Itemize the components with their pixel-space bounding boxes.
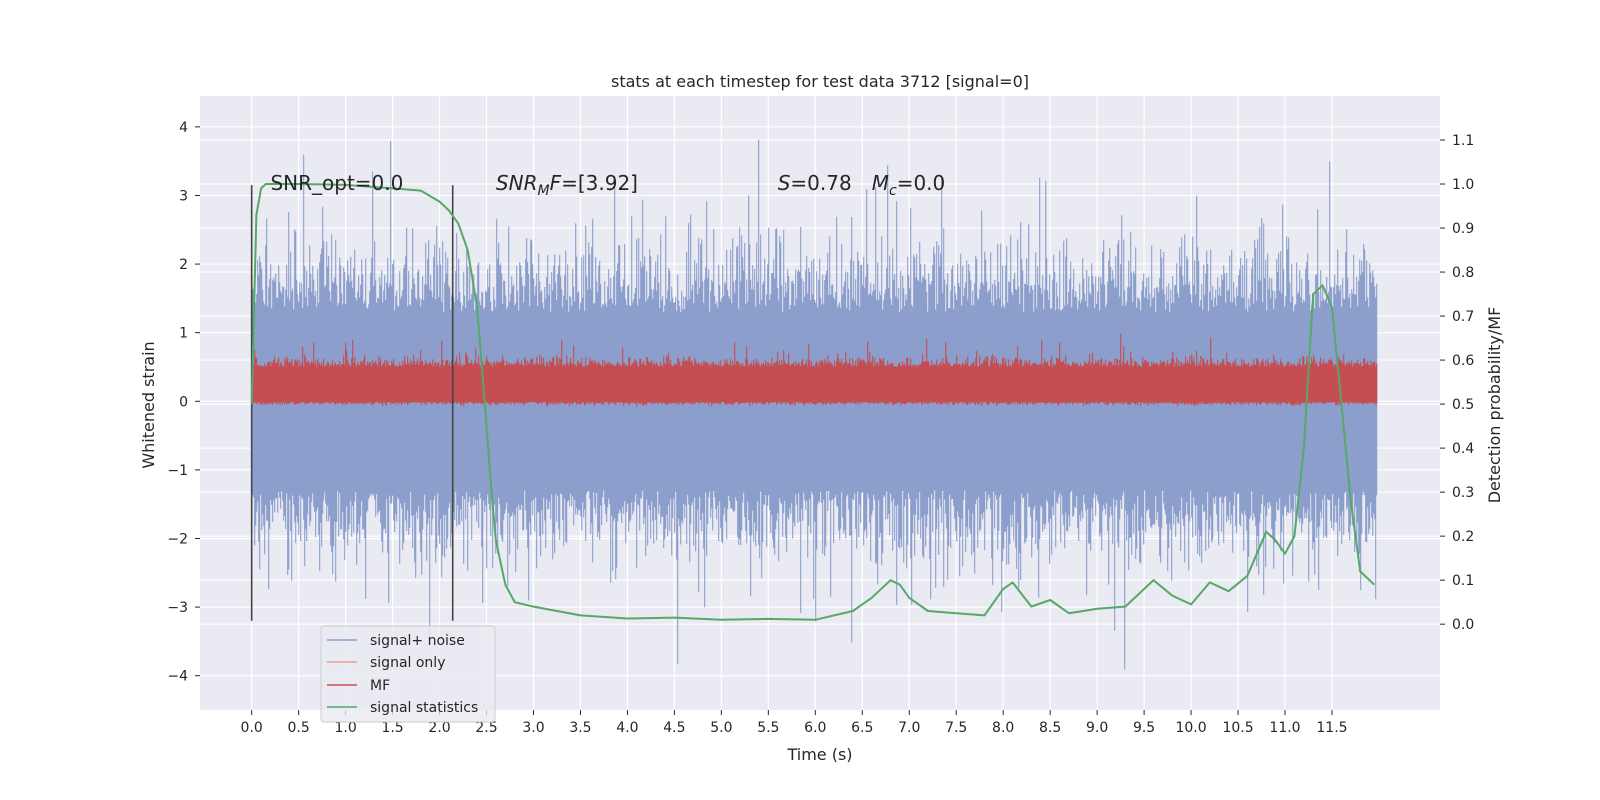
legend-label-signal-statistics: signal statistics <box>370 700 478 716</box>
y-right-tick-label: 0.9 <box>1452 221 1474 237</box>
annotation-snr-mf: SNRMF=[3.92] <box>496 171 638 199</box>
y-right-tick-label: 1.1 <box>1452 133 1474 149</box>
x-tick-label: 10.5 <box>1222 720 1253 736</box>
y-left-tick-label: −1 <box>167 463 188 479</box>
y-right-tick-label: 0.4 <box>1452 441 1474 457</box>
x-tick-label: 1.5 <box>381 720 403 736</box>
x-tick-label: 8.5 <box>1039 720 1061 736</box>
y-right-tick-label: 0.6 <box>1452 353 1474 369</box>
legend-label-signal-only: signal only <box>370 655 445 671</box>
x-tick-label: 2.0 <box>428 720 450 736</box>
y-right-tick-label: 0.0 <box>1452 617 1474 633</box>
x-tick-label: 4.5 <box>663 720 685 736</box>
x-tick-label: 10.0 <box>1175 720 1206 736</box>
y-left-tick-label: −3 <box>167 600 188 616</box>
signal-statistics-series <box>250 183 1375 621</box>
y-right-tick-label: 1.0 <box>1452 177 1474 193</box>
x-axis-label: Time (s) <box>786 745 852 764</box>
y-left-tick-label: 4 <box>179 120 188 136</box>
x-tick-label: 11.0 <box>1269 720 1300 736</box>
x-tick-label: 2.5 <box>475 720 497 736</box>
x-tick-label: 7.5 <box>945 720 967 736</box>
y-left-tick-label: 2 <box>179 257 188 273</box>
x-tick-label: 5.5 <box>757 720 779 736</box>
signal-statistics-line <box>250 183 1375 621</box>
x-tick-label: 7.0 <box>898 720 920 736</box>
x-tick-label: 0.0 <box>241 720 263 736</box>
chart-title: stats at each timestep for test data 371… <box>611 72 1029 91</box>
y-left-axis-ticks: −4 −3 −2 −1 0 1 2 3 4 <box>167 120 200 685</box>
x-tick-label: 6.5 <box>851 720 873 736</box>
x-tick-label: 8.0 <box>992 720 1014 736</box>
x-tick-label: 5.0 <box>710 720 732 736</box>
legend-box <box>320 625 496 723</box>
y-left-tick-label: −2 <box>167 531 188 547</box>
y-left-tick-label: −4 <box>167 669 188 685</box>
y-right-tick-label: 0.2 <box>1452 529 1474 545</box>
y-right-axis-ticks: 0.0 0.1 0.2 0.3 0.4 0.5 0.6 0.7 0.8 0.9 1.0 1.1 <box>1440 133 1474 633</box>
x-tick-label: 0.5 <box>288 720 310 736</box>
annotation-s-mc: S=0.78 Mc=0.0 <box>778 171 946 199</box>
x-tick-label: 1.0 <box>334 720 356 736</box>
x-tick-label: 6.0 <box>804 720 826 736</box>
y-right-tick-label: 0.3 <box>1452 485 1474 501</box>
x-tick-label: 9.5 <box>1133 720 1155 736</box>
y-left-tick-label: 3 <box>179 188 188 204</box>
x-axis-ticks: 0.0 0.5 1.0 1.5 2.0 2.5 3.0 3.5 4.0 4.5 5.0 5.5 6.0 6… <box>241 710 1348 736</box>
y-left-tick-label: 1 <box>179 326 188 342</box>
legend: signal+ noise signal only MF signal stat… <box>320 625 496 723</box>
y-right-tick-label: 0.8 <box>1452 265 1474 281</box>
legend-label-signal-noise: signal+ noise <box>370 633 465 649</box>
y-right-axis-label: Detection probability/MF <box>1485 307 1504 504</box>
x-tick-label: 9.0 <box>1086 720 1108 736</box>
annotation-snr-opt: SNR_opt=0.0 <box>270 171 403 195</box>
x-tick-label: 4.0 <box>616 720 638 736</box>
annotations: SNR_opt=0.0 SNRMF=[3.92] S=0.78 Mc=0.0 <box>270 171 945 199</box>
legend-label-mf: MF <box>370 678 390 694</box>
x-tick-label: 3.5 <box>569 720 591 736</box>
x-tick-label: 11.5 <box>1316 720 1347 736</box>
y-right-tick-label: 0.5 <box>1452 397 1474 413</box>
y-left-tick-label: 0 <box>179 394 188 410</box>
x-tick-label: 3.0 <box>522 720 544 736</box>
y-right-tick-label: 0.1 <box>1452 573 1474 589</box>
y-left-axis-label: Whitened strain <box>139 341 158 468</box>
y-right-tick-label: 0.7 <box>1452 309 1474 325</box>
